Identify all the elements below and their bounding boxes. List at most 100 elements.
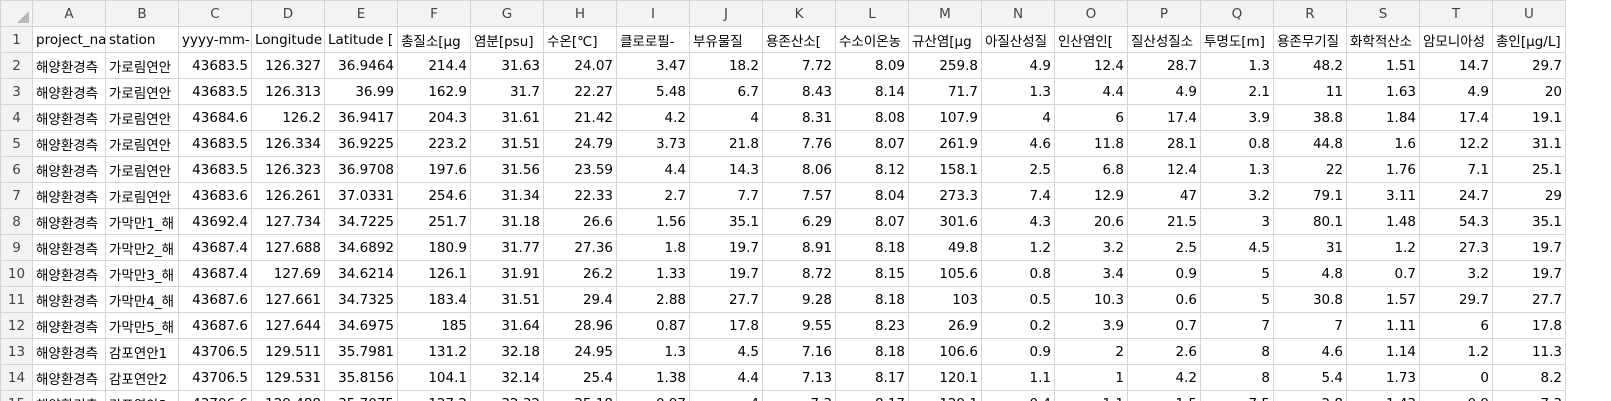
cell[interactable]: 3.2 [1200,182,1274,209]
cell[interactable]: 12.2 [1419,130,1493,157]
cell[interactable]: 8.09 [835,52,909,79]
row-header[interactable]: 8 [0,208,33,235]
cell[interactable]: 0 [1419,364,1493,391]
cell[interactable]: 4.5 [689,338,763,365]
cell[interactable]: 31.61 [470,104,544,131]
cell[interactable]: 19.1 [1492,104,1566,131]
cell[interactable]: 22 [1273,156,1347,183]
cell[interactable]: 197.6 [397,156,471,183]
cell[interactable]: 1.3 [1200,52,1274,79]
cell[interactable]: 4.9 [1127,78,1201,105]
cell[interactable]: 8.2 [1492,364,1566,391]
cell[interactable]: 26.6 [543,208,617,235]
cell[interactable]: 129.531 [251,364,325,391]
cell[interactable]: 3.9 [1200,104,1274,131]
column-header-k[interactable]: K [762,0,836,27]
cell[interactable]: 23.59 [543,156,617,183]
column-header-m[interactable]: M [908,0,982,27]
row-header[interactable]: 2 [0,52,33,79]
cell[interactable]: 7.13 [762,364,836,391]
cell[interactable]: 35.7981 [324,338,398,365]
cell[interactable]: 127.661 [251,286,325,313]
cell[interactable]: 162.9 [397,78,471,105]
cell[interactable]: 27.7 [1492,286,1566,313]
cell[interactable]: 30.8 [1273,286,1347,313]
field-name-cell[interactable]: 수온[℃] [543,26,617,53]
cell[interactable]: 2.5 [981,156,1055,183]
cell[interactable]: 5.48 [616,78,690,105]
row-header[interactable]: 1 [0,26,33,53]
cell[interactable]: 71.7 [908,78,982,105]
cell[interactable]: 8.07 [835,208,909,235]
cell[interactable]: 2.1 [1200,78,1274,105]
cell[interactable]: 해양환경측 [32,234,106,261]
cell[interactable]: 6.8 [1054,156,1128,183]
cell[interactable]: 36.9417 [324,104,398,131]
cell[interactable]: 54.3 [1419,208,1493,235]
row-header[interactable]: 13 [0,338,33,365]
cell[interactable]: 0.2 [981,312,1055,339]
cell[interactable]: 2 [1054,338,1128,365]
cell[interactable]: 34.7325 [324,286,398,313]
cell[interactable]: 5 [1200,260,1274,287]
cell[interactable]: 4.2 [616,104,690,131]
cell[interactable]: 1.51 [1346,52,1420,79]
cell[interactable]: 7.76 [762,130,836,157]
cell[interactable]: 251.7 [397,208,471,235]
cell[interactable]: 17.4 [1419,104,1493,131]
cell[interactable]: 43684.6 [178,104,252,131]
cell[interactable]: 44.8 [1273,130,1347,157]
cell[interactable]: 37.0331 [324,182,398,209]
cell[interactable]: 해양환경측 [32,390,106,401]
cell[interactable]: 4.4 [1054,78,1128,105]
cell[interactable]: 34.6214 [324,260,398,287]
cell[interactable]: 8 [1200,338,1274,365]
cell[interactable]: 80.1 [1273,208,1347,235]
cell[interactable]: 120.1 [908,364,982,391]
column-header-f[interactable]: F [397,0,471,27]
cell[interactable]: 가로림연안 [105,130,179,157]
cell[interactable]: 28.1 [1127,130,1201,157]
cell[interactable]: 4.9 [1419,78,1493,105]
cell[interactable]: 4.6 [1273,338,1347,365]
cell[interactable]: 21.42 [543,104,617,131]
field-name-cell[interactable]: Longitude [251,26,325,53]
column-header-i[interactable]: I [616,0,690,27]
cell[interactable]: 1.14 [1346,338,1420,365]
cell[interactable]: 2.5 [1127,234,1201,261]
cell[interactable]: 0.97 [616,390,690,401]
cell[interactable]: 131.2 [397,338,471,365]
row-header[interactable]: 7 [0,182,33,209]
cell[interactable]: 180.9 [397,234,471,261]
row-header[interactable]: 9 [0,234,33,261]
cell[interactable]: 43683.5 [178,52,252,79]
cell[interactable]: 31.34 [470,182,544,209]
cell[interactable]: 1.57 [1346,286,1420,313]
cell[interactable]: 1.56 [616,208,690,235]
cell[interactable]: 0.9 [1127,260,1201,287]
column-header-h[interactable]: H [543,0,617,27]
cell[interactable]: 36.9464 [324,52,398,79]
cell[interactable]: 7 [1200,312,1274,339]
cell[interactable]: 3.73 [616,130,690,157]
cell[interactable]: 7.16 [762,338,836,365]
cell[interactable]: 8.07 [835,130,909,157]
cell[interactable]: 11.3 [1492,338,1566,365]
field-name-cell[interactable]: 질산성질소 [1127,26,1201,53]
cell[interactable]: 1.2 [1419,338,1493,365]
column-header-p[interactable]: P [1127,0,1201,27]
cell[interactable]: 31.7 [470,78,544,105]
cell[interactable]: 10.3 [1054,286,1128,313]
cell[interactable]: 43687.4 [178,234,252,261]
cell[interactable]: 가막만3_해 [105,260,179,287]
row-header[interactable]: 15 [0,390,33,401]
cell[interactable]: 4.4 [616,156,690,183]
cell[interactable]: 107.9 [908,104,982,131]
cell[interactable]: 25.18 [543,390,617,401]
cell[interactable]: 8.15 [835,260,909,287]
cell[interactable]: 8.12 [835,156,909,183]
column-header-b[interactable]: B [105,0,179,27]
cell[interactable]: 1.1 [981,364,1055,391]
field-name-cell[interactable]: 총질소[μg [397,26,471,53]
cell[interactable]: 3 [1200,208,1274,235]
